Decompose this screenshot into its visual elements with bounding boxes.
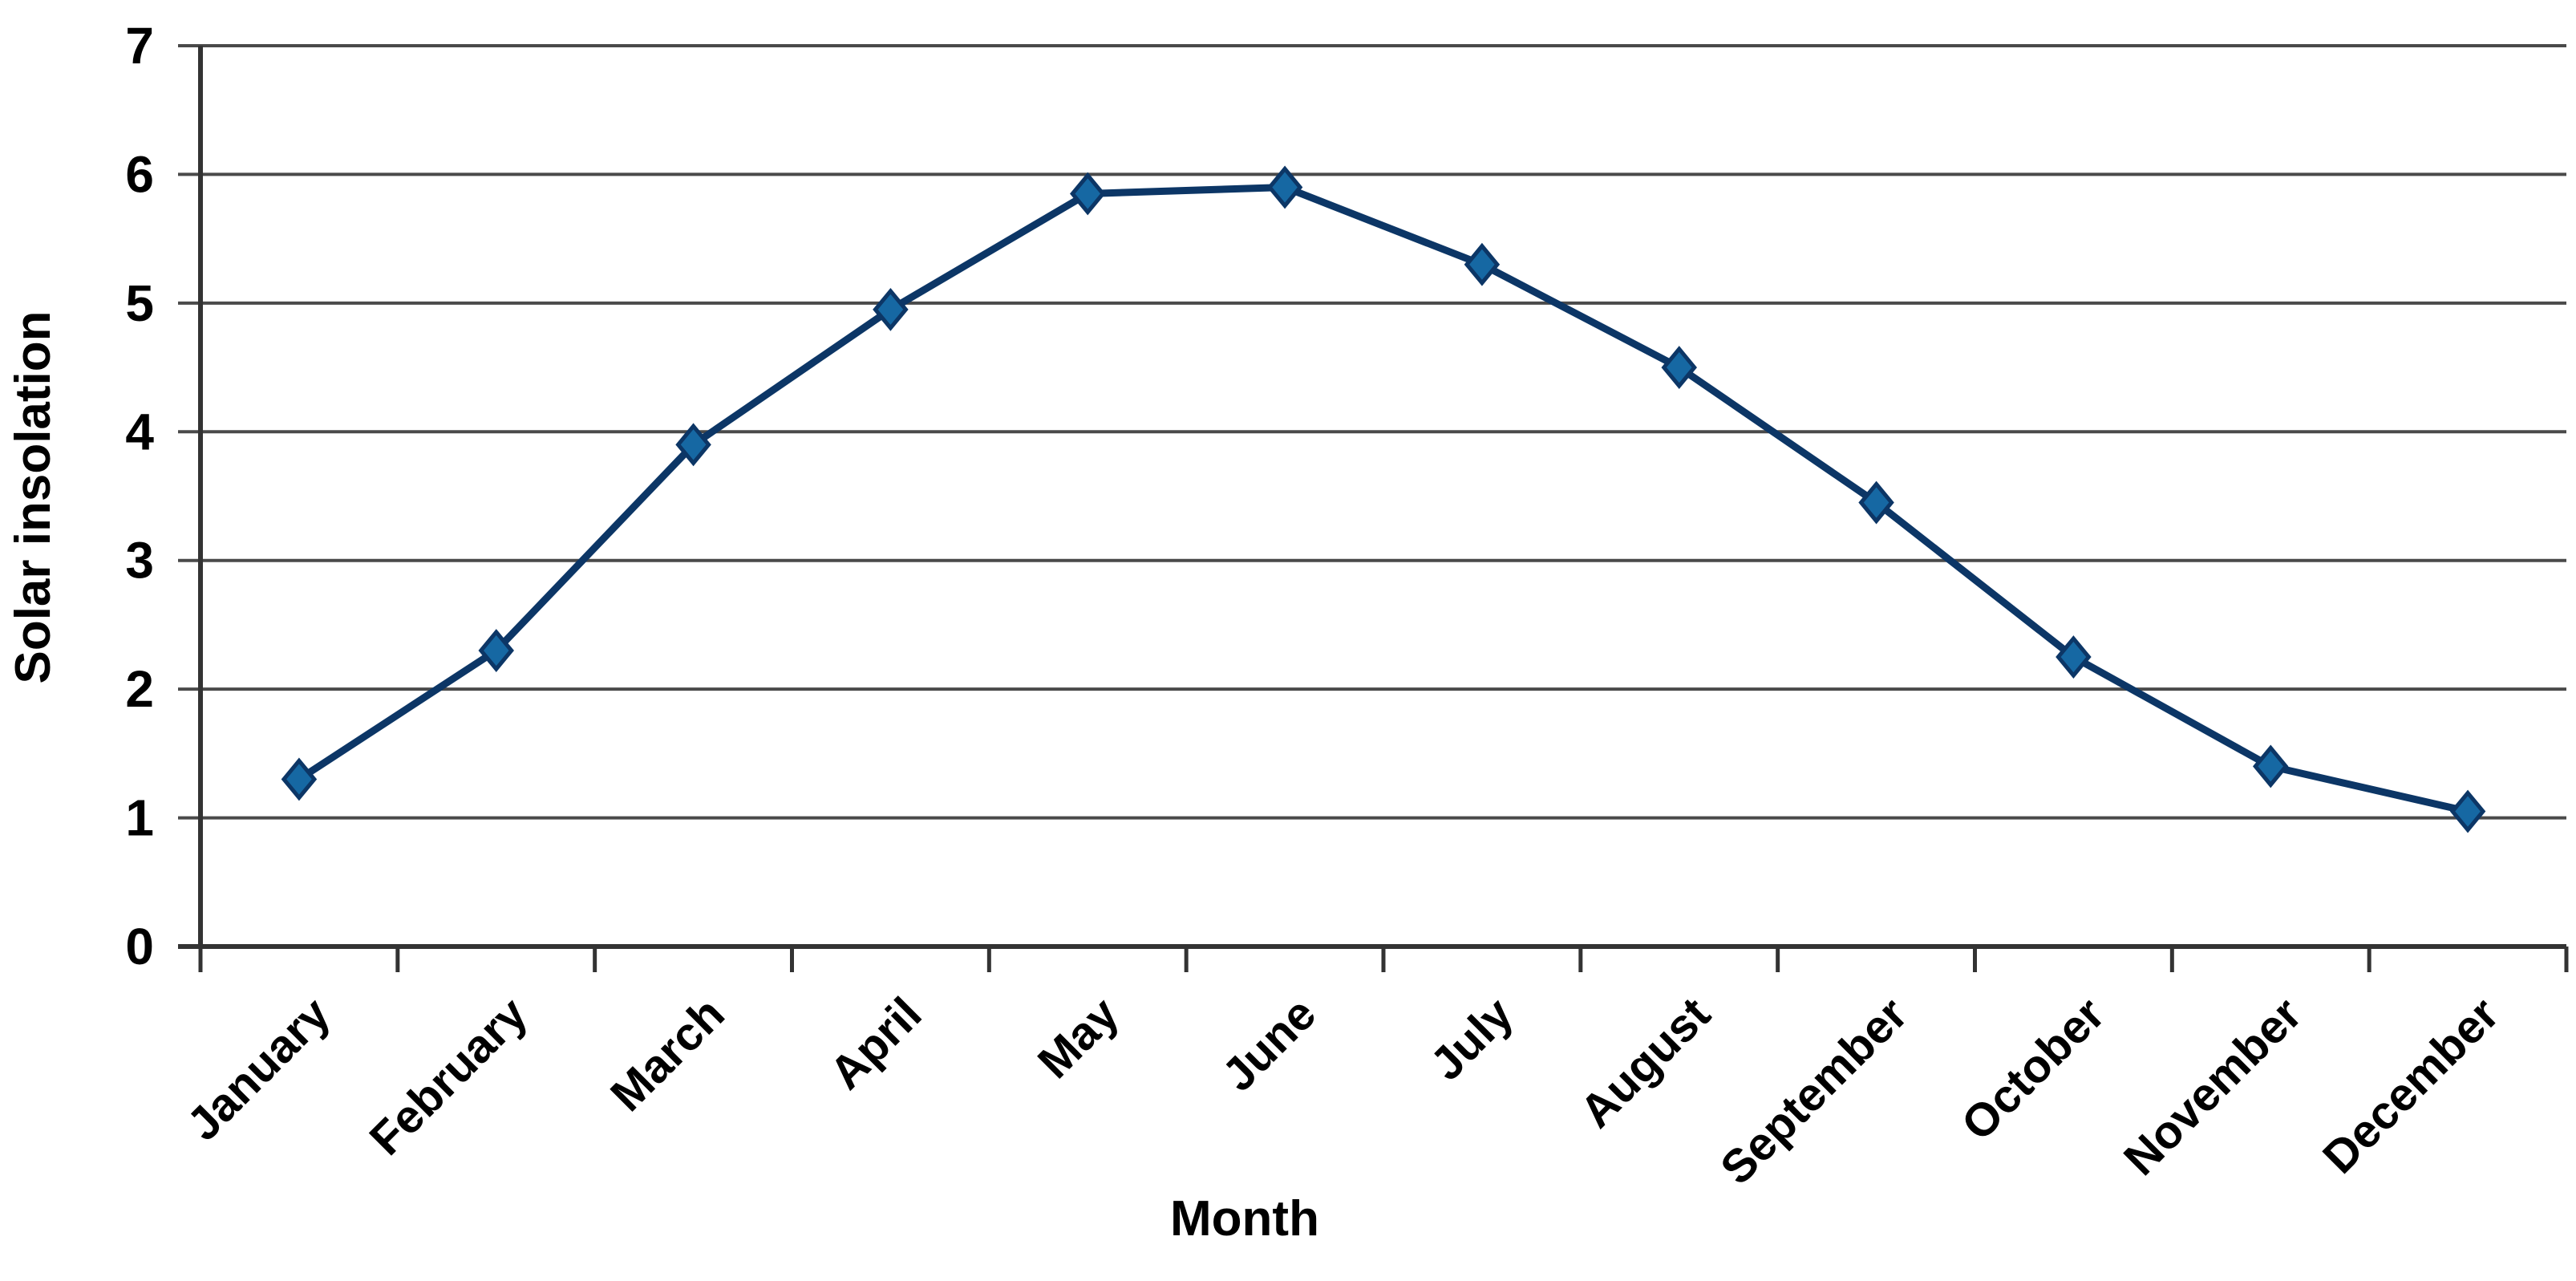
x-tick-label-november: November bbox=[2114, 987, 2312, 1186]
tick-labels: 0 1 2 3 4 5 6 7 January February March April May June… bbox=[125, 17, 2509, 1194]
x-tick-label-july: July bbox=[1420, 987, 1523, 1090]
y-tick-label-6: 6 bbox=[125, 145, 154, 203]
data-point-marker-october bbox=[2056, 635, 2092, 679]
data-point-marker-march bbox=[675, 423, 711, 467]
y-tick-label-4: 4 bbox=[125, 403, 154, 460]
data-series-line bbox=[295, 183, 2472, 816]
gridlines bbox=[178, 44, 2566, 820]
data-point-marker-may bbox=[1070, 172, 1106, 216]
x-tick-label-march: March bbox=[601, 987, 735, 1121]
x-tick-label-august: August bbox=[1570, 987, 1720, 1137]
y-tick-label-3: 3 bbox=[125, 532, 154, 590]
y-tick-label-5: 5 bbox=[125, 274, 154, 332]
x-axis-ticks bbox=[198, 947, 2569, 972]
x-tick-label-february: February bbox=[359, 987, 537, 1165]
x-tick-label-may: May bbox=[1028, 987, 1129, 1088]
data-point-marker-january bbox=[281, 757, 318, 801]
x-tick-label-september: September bbox=[1711, 987, 1918, 1194]
data-point-marker-july bbox=[1464, 242, 1501, 286]
x-tick-label-october: October bbox=[1951, 987, 2114, 1150]
y-tick-label-1: 1 bbox=[125, 789, 154, 847]
data-point-marker-november bbox=[2253, 744, 2289, 788]
y-tick-label-2: 2 bbox=[125, 660, 154, 718]
axes bbox=[178, 46, 2566, 949]
data-point-marker-december bbox=[2449, 789, 2486, 833]
y-tick-label-0: 0 bbox=[125, 918, 154, 975]
x-tick-label-december: December bbox=[2313, 987, 2509, 1183]
data-point-marker-august bbox=[1661, 346, 1697, 389]
data-series bbox=[281, 165, 2486, 833]
y-axis-title: Solar insolation bbox=[6, 310, 61, 683]
data-point-marker-june bbox=[1266, 165, 1303, 209]
data-point-marker-april bbox=[873, 287, 909, 331]
x-tick-label-april: April bbox=[820, 987, 931, 1099]
data-point-marker-september bbox=[1858, 480, 1894, 525]
y-tick-label-7: 7 bbox=[125, 17, 154, 75]
x-axis-title: Month bbox=[1170, 1191, 1319, 1247]
data-point-marker-february bbox=[478, 629, 514, 672]
x-tick-label-june: June bbox=[1213, 987, 1326, 1101]
x-tick-label-january: January bbox=[177, 987, 340, 1150]
